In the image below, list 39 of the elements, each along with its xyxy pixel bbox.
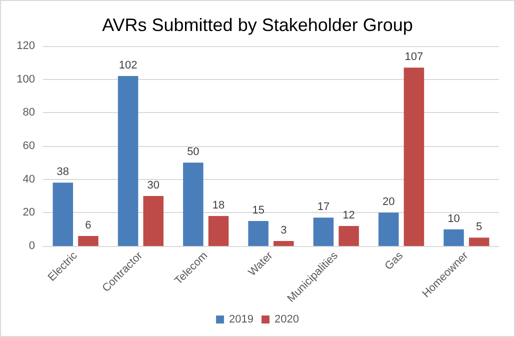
bar bbox=[52, 182, 74, 246]
y-tick-label: 120 bbox=[16, 40, 35, 52]
y-tick-label: 20 bbox=[22, 206, 35, 219]
data-label: 17 bbox=[317, 201, 330, 214]
y-tick-label: 40 bbox=[22, 173, 35, 186]
data-label: 18 bbox=[212, 200, 225, 212]
data-label: 50 bbox=[187, 146, 200, 158]
data-label: 10 bbox=[448, 212, 460, 225]
bar bbox=[274, 241, 294, 246]
y-tick-label: 80 bbox=[22, 106, 35, 119]
data-label: 12 bbox=[342, 210, 355, 222]
bar bbox=[143, 196, 164, 246]
data-label: 3 bbox=[280, 224, 287, 236]
bar bbox=[78, 236, 98, 246]
bar bbox=[118, 76, 138, 246]
bar bbox=[208, 216, 229, 246]
y-tick-label: 0 bbox=[28, 240, 35, 252]
x-tick-label: Gas bbox=[382, 249, 406, 272]
bar bbox=[378, 212, 399, 246]
bar bbox=[313, 218, 334, 246]
data-label: 5 bbox=[476, 221, 482, 234]
bar bbox=[338, 226, 359, 246]
bar bbox=[468, 238, 490, 246]
bar bbox=[248, 221, 268, 246]
data-label: 20 bbox=[382, 196, 395, 208]
data-label: 30 bbox=[147, 180, 160, 192]
bar bbox=[183, 162, 204, 246]
y-tick-label: 60 bbox=[22, 140, 35, 152]
bar bbox=[444, 229, 464, 246]
legend-label: 2020 bbox=[274, 314, 299, 326]
data-label: 38 bbox=[56, 166, 70, 178]
legend-label: 2019 bbox=[229, 314, 254, 326]
chart-title: AVRs Submitted by Stakeholder Group bbox=[102, 15, 413, 35]
y-tick-label: 100 bbox=[16, 73, 35, 86]
data-label: 102 bbox=[118, 60, 138, 72]
data-label: 15 bbox=[252, 204, 264, 216]
data-label: 107 bbox=[404, 51, 424, 64]
bar bbox=[404, 68, 424, 246]
data-label: 6 bbox=[85, 220, 92, 232]
